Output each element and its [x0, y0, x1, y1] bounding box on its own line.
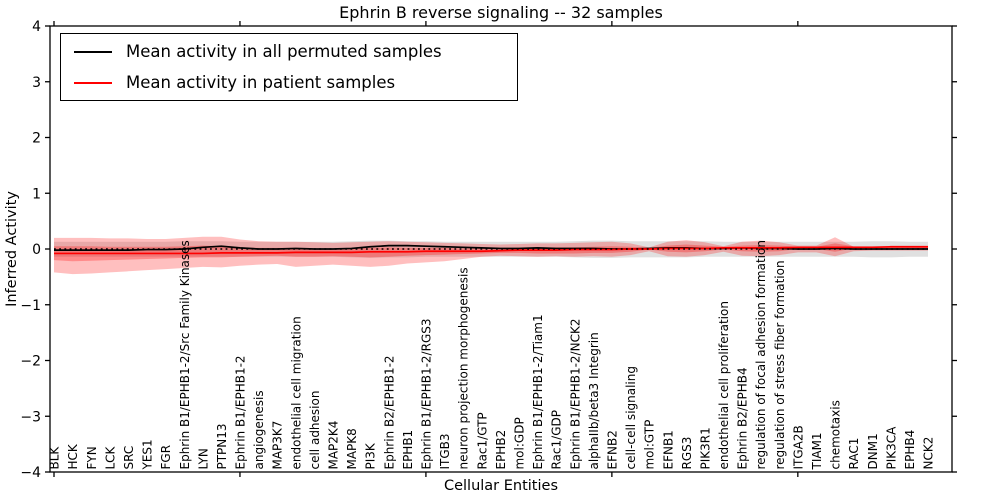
x-tick-label: Ephrin B1/EPHB1-2/NCK2 — [568, 319, 582, 470]
x-tick-label: endothelial cell migration — [289, 316, 303, 469]
band-1-patient-samples-outer-band — [54, 236, 928, 275]
x-tick-label: mol:GTP — [643, 420, 657, 470]
patient-line-swatch — [74, 81, 112, 84]
x-tick-label: alphaIIb/beta3 Integrin — [587, 332, 601, 469]
x-tick-label: RGS3 — [680, 437, 694, 470]
x-tick-label: neuron projection morphogenesis — [457, 267, 471, 469]
x-tick-label: Ephrin B1/EPHB1-2/Src Family Kinases — [178, 240, 192, 469]
chart-title: Ephrin B reverse signaling -- 32 samples — [339, 3, 663, 22]
legend-item-patient: Mean activity in patient samples — [61, 67, 517, 98]
x-tick-label: BLK — [48, 446, 62, 470]
x-axis-label: Cellular Entities — [443, 478, 559, 494]
x-tick-label: angiogenesis — [252, 390, 266, 469]
x-tick-label: FYN — [85, 446, 99, 469]
y-tick-label: −2 — [20, 354, 41, 370]
x-tick-label: MAPK8 — [345, 428, 359, 469]
x-tick-label: TIAM1 — [810, 432, 824, 470]
legend: Mean activity in all permuted samples Me… — [60, 33, 518, 101]
x-tick-label: regulation of stress fiber formation — [773, 260, 787, 469]
x-tick-label: PI3K — [364, 442, 378, 469]
x-tick-label: FGR — [159, 445, 173, 470]
x-tick-label: ITGA2B — [791, 425, 805, 469]
x-tick-label: YES1 — [141, 439, 155, 470]
x-tick-label: EFNB1 — [661, 430, 675, 469]
legend-label-patient: Mean activity in patient samples — [126, 73, 396, 92]
x-tick-label: EPHB2 — [494, 430, 508, 470]
x-tick-label: Ephrin B1/EPHB1-2 — [234, 355, 248, 469]
x-tick-label: endothelial cell proliferation — [717, 301, 731, 469]
y-tick-label: 2 — [32, 131, 41, 147]
x-tick-label: HCK — [66, 443, 80, 469]
x-tick-label: mol:GDP — [512, 417, 526, 469]
x-tick-label: cell adhesion — [308, 391, 322, 470]
y-tick-label: 0 — [32, 242, 41, 258]
x-tick-label: Ephrin B2/EPHB4 — [736, 367, 750, 469]
x-tick-label: Rac1/GTP — [475, 412, 489, 469]
y-tick-label: 3 — [32, 75, 41, 91]
x-tick-label: MAP3K7 — [271, 421, 285, 470]
x-tick-label: RAC1 — [847, 438, 861, 470]
x-tick-label: regulation of focal adhesion formation — [754, 240, 768, 469]
x-tick-label: PIK3CA — [884, 426, 898, 470]
y-tick-label: 1 — [32, 186, 41, 202]
y-tick-label: −3 — [20, 409, 41, 425]
x-tick-label: Ephrin B2/EPHB1-2 — [382, 355, 396, 469]
x-tick-label: EPHB4 — [903, 430, 917, 470]
x-tick-label: Ephrin B1/EPHB1-2/RGS3 — [420, 318, 434, 469]
legend-label-permuted: Mean activity in all permuted samples — [126, 42, 442, 61]
x-tick-label: cell-cell signaling — [624, 366, 638, 470]
x-tick-label: PTPN13 — [215, 423, 229, 469]
x-tick-label: MAP2K4 — [327, 421, 341, 470]
x-tick-label: EPHB1 — [401, 430, 415, 470]
x-tick-label: LYN — [196, 448, 210, 469]
x-tick-label: chemotaxis — [829, 400, 843, 469]
y-tick-label: 4 — [32, 19, 41, 35]
x-tick-label: ITGB3 — [438, 433, 452, 469]
x-tick-label: DNM1 — [866, 433, 880, 469]
y-tick-label: −4 — [20, 465, 41, 481]
permuted-line-swatch — [74, 50, 112, 53]
x-tick-label: PIK3R1 — [698, 427, 712, 469]
x-tick-label: SRC — [122, 446, 136, 470]
series-line-patient — [54, 245, 928, 255]
x-tick-label: EFNB2 — [605, 430, 619, 469]
x-tick-label: NCK2 — [922, 437, 936, 470]
y-axis-label: Inferred Activity — [4, 191, 20, 307]
y-tick-label: −1 — [20, 298, 41, 314]
x-tick-label: Ephrin B1/EPHB1-2/Tiam1 — [531, 314, 545, 469]
x-tick-label: Rac1/GDP — [550, 410, 564, 469]
legend-item-permuted: Mean activity in all permuted samples — [61, 36, 517, 67]
x-tick-label: LCK — [103, 445, 117, 469]
